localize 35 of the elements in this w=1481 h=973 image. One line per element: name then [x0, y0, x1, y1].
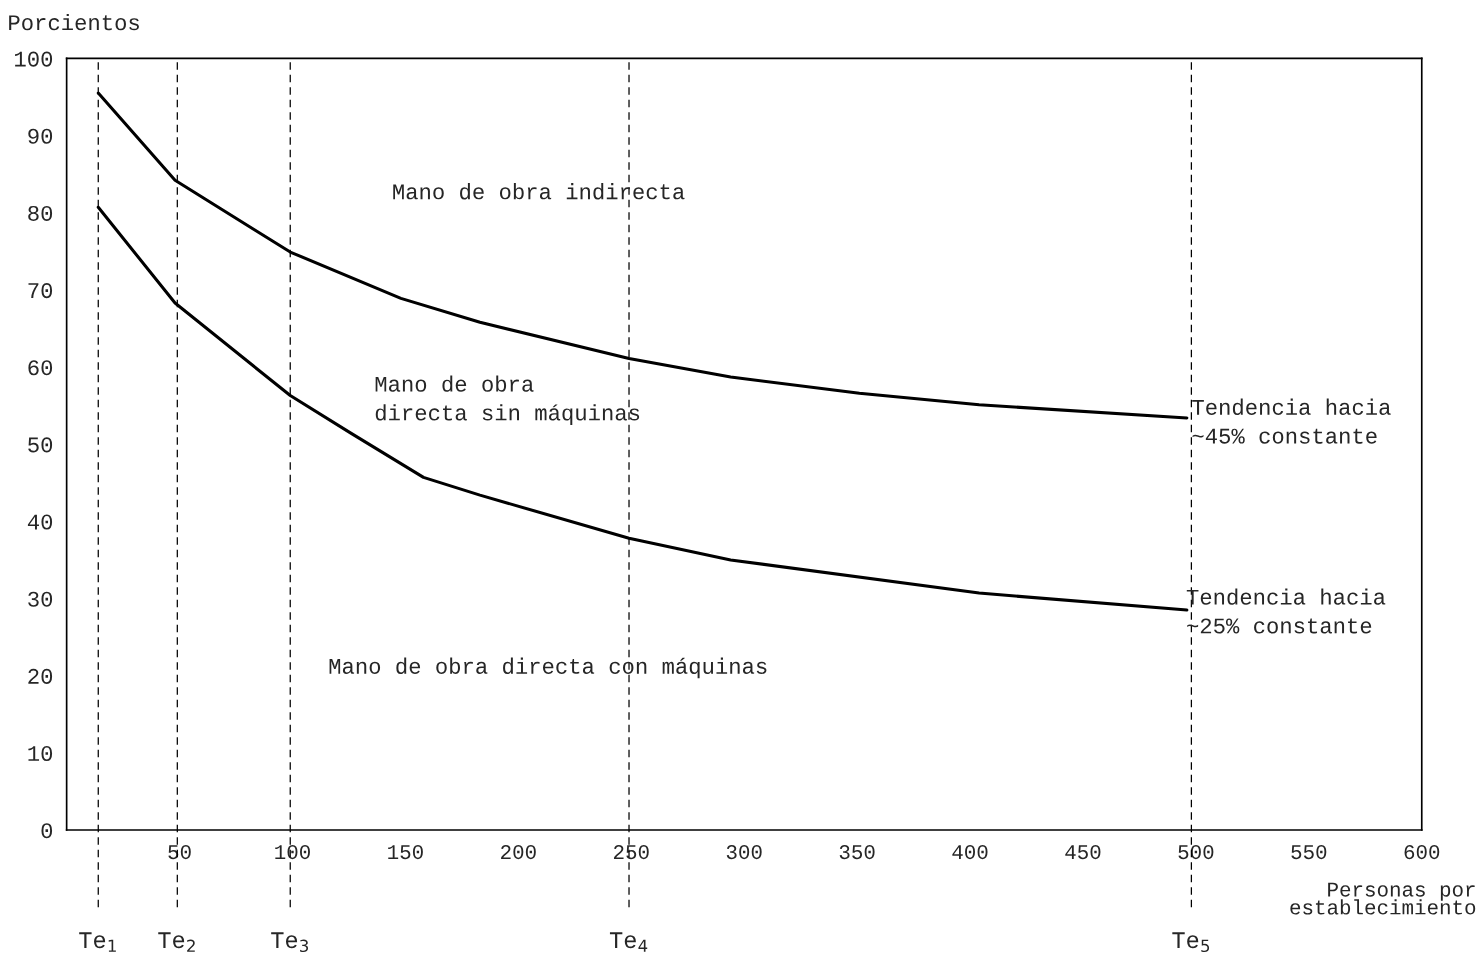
ref-line-label: Te$_{3}$: [271, 932, 309, 953]
y-tick-label: 60: [28, 360, 53, 376]
annotation: Mano de obra directa con máquinas: [329, 657, 767, 679]
x-tick-label: 150: [388, 845, 423, 860]
x-tick-label: 300: [726, 845, 762, 860]
ref-line-label: Te$_{5}$: [1172, 932, 1210, 953]
ref-line-label: Te$_{4}$: [609, 932, 648, 952]
y-tick-label: 100: [15, 51, 53, 67]
y-tick-label: 20: [28, 668, 53, 684]
x-tick-label: 400: [952, 845, 988, 860]
annotation: Tendencia hacia ~25% constante: [1186, 588, 1386, 634]
x-tick-label: 550: [1291, 845, 1327, 860]
x-tick-label: 600: [1404, 845, 1440, 860]
x-tick-label: 200: [501, 845, 536, 860]
y-tick-label: 70: [28, 283, 53, 299]
annotation: Tendencia hacia ~45% constante: [1192, 398, 1391, 444]
y-tick-label: 30: [28, 591, 53, 607]
x-tick-label: 450: [1065, 845, 1101, 860]
ref-line-label: Te$_{1}$: [79, 932, 116, 952]
x-tick-label: 50: [168, 845, 191, 860]
annotation: Mano de obra indirecta: [393, 183, 685, 200]
y-tick-label: 0: [41, 823, 53, 839]
y-tick-label: 50: [28, 437, 53, 453]
y-tick-label: 90: [28, 128, 53, 144]
annotation: Mano de obra directa sin máquinas: [375, 375, 640, 425]
x-tick-label: 100: [275, 845, 310, 860]
y-tick-label: 40: [27, 514, 53, 530]
x-tick-label: 500: [1178, 845, 1214, 860]
x-tick-label: 350: [839, 845, 875, 860]
y-tick-label: 10: [28, 746, 53, 762]
y-axis-title: Porcientos: [9, 13, 139, 31]
ref-line-label: Te$_{2}$: [158, 932, 195, 952]
y-tick-label: 80: [28, 205, 53, 221]
x-axis-title: Personas por establecimiento: [1290, 882, 1476, 915]
x-tick-label: 250: [613, 845, 649, 860]
